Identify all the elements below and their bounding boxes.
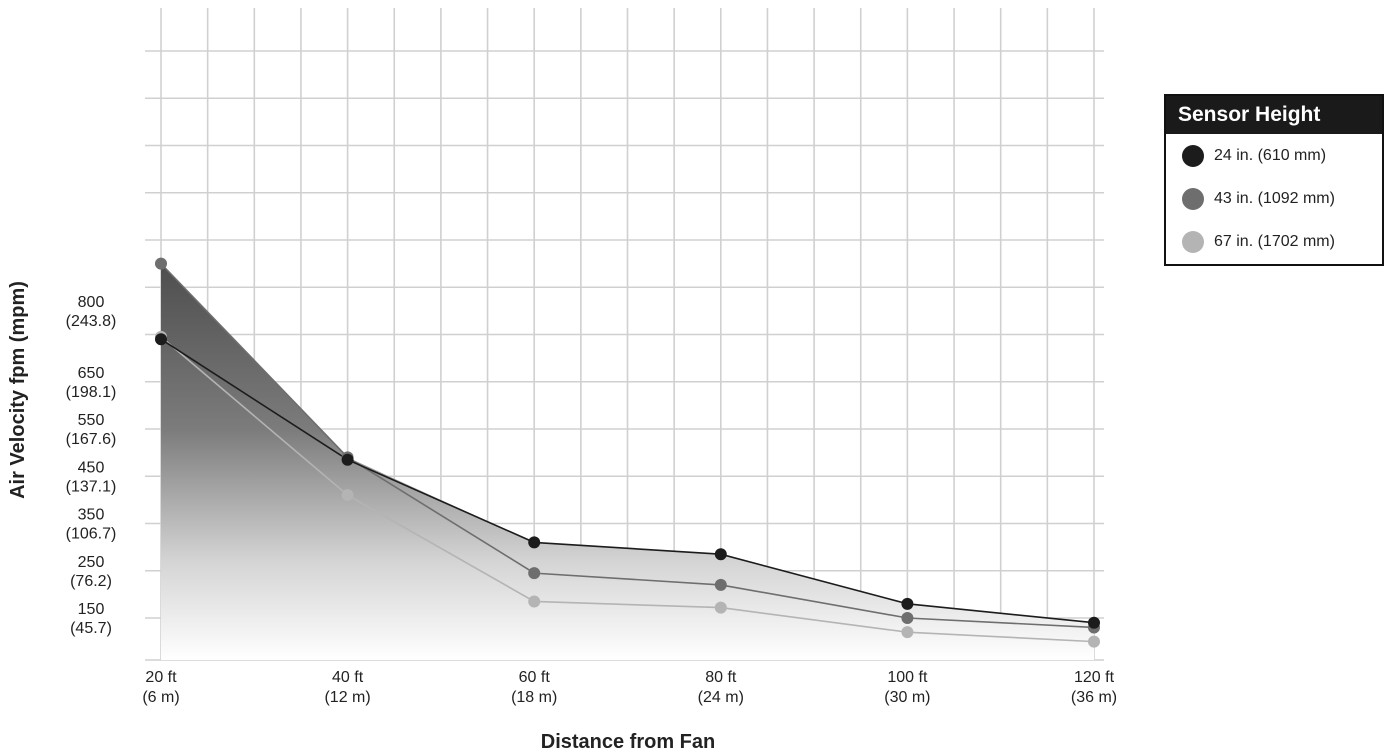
area-envelope bbox=[161, 263, 1094, 660]
data-point-series-0 bbox=[155, 333, 167, 346]
legend-title: Sensor Height bbox=[1166, 96, 1382, 134]
data-point-series-0 bbox=[341, 453, 354, 466]
legend-label-24in: 24 in. (610 mm) bbox=[1214, 146, 1327, 164]
y-tick-label-mpm: (106.7) bbox=[66, 526, 117, 543]
x-tick-label-m: (6 m) bbox=[142, 689, 179, 706]
data-point-series-1 bbox=[528, 567, 541, 580]
x-tick-label-ft: 20 ft bbox=[145, 669, 177, 686]
y-tick-label-mpm: (76.2) bbox=[70, 573, 112, 590]
x-tick-label-ft: 120 ft bbox=[1074, 669, 1115, 686]
data-point-series-2 bbox=[1088, 635, 1100, 648]
series-line-2 bbox=[160, 336, 1095, 643]
area-fill bbox=[161, 263, 1094, 660]
y-tick-label-mpm: (198.1) bbox=[66, 384, 117, 401]
series-points bbox=[155, 257, 1100, 648]
y-tick-label-fpm: 250 bbox=[78, 554, 105, 571]
data-point-series-1 bbox=[901, 612, 914, 624]
legend-item-43in: 43 in. (1092 mm) bbox=[1166, 177, 1382, 220]
legend: Sensor Height 24 in. (610 mm) 43 in. (10… bbox=[1164, 94, 1384, 266]
legend-label-67in: 67 in. (1702 mm) bbox=[1214, 232, 1335, 250]
y-tick-label-fpm: 350 bbox=[78, 507, 105, 524]
legend-swatch-43in bbox=[1182, 187, 1204, 210]
series-line-1 bbox=[160, 263, 1095, 629]
y-tick-label-fpm: 550 bbox=[78, 412, 105, 429]
legend-item-24in: 24 in. (610 mm) bbox=[1166, 134, 1382, 177]
data-point-series-0 bbox=[1088, 616, 1100, 629]
x-tick-label-m: (30 m) bbox=[884, 689, 930, 706]
y-tick-label-mpm: (137.1) bbox=[66, 478, 117, 495]
grid bbox=[145, 8, 1104, 661]
data-point-series-2 bbox=[714, 601, 727, 614]
data-point-series-0 bbox=[528, 536, 541, 549]
data-point-series-2 bbox=[528, 595, 541, 608]
x-tick-label-ft: 60 ft bbox=[519, 669, 551, 686]
y-tick-label-mpm: (45.7) bbox=[70, 620, 112, 637]
x-tick-label-ft: 100 ft bbox=[887, 669, 928, 686]
legend-item-67in: 67 in. (1702 mm) bbox=[1166, 220, 1382, 263]
y-axis-ticks: 150 (45.7) 250 (76.2) 350 (106.7) 450 (137.1) 55… bbox=[66, 294, 117, 637]
legend-swatch-24in bbox=[1182, 144, 1204, 167]
series-lines bbox=[160, 263, 1095, 643]
legend-label-43in: 43 in. (1092 mm) bbox=[1214, 189, 1335, 207]
x-tick-label-m: (18 m) bbox=[511, 689, 557, 706]
data-point-series-2 bbox=[341, 489, 354, 502]
data-point-series-1 bbox=[714, 578, 727, 591]
y-tick-label-fpm: 650 bbox=[78, 365, 105, 382]
data-point-series-1 bbox=[155, 257, 167, 270]
series-line-0 bbox=[160, 338, 1095, 624]
y-tick-label-fpm: 800 bbox=[78, 294, 105, 311]
y-tick-label-fpm: 450 bbox=[78, 459, 105, 476]
data-point-series-0 bbox=[901, 597, 914, 610]
y-tick-label-fpm: 150 bbox=[78, 601, 105, 618]
data-point-series-0 bbox=[714, 548, 727, 561]
x-axis-ticks: 20 ft (6 m) 40 ft (12 m) 60 ft (18 m) 80 ft (24… bbox=[142, 669, 1117, 706]
y-axis-title: Air Velocity fpm (mpm) bbox=[7, 281, 29, 499]
y-tick-label-mpm: (243.8) bbox=[66, 313, 117, 330]
x-tick-label-ft: 40 ft bbox=[332, 669, 364, 686]
x-tick-label-ft: 80 ft bbox=[705, 669, 737, 686]
legend-swatch-67in bbox=[1182, 230, 1204, 253]
x-tick-label-m: (24 m) bbox=[698, 689, 744, 706]
data-point-series-2 bbox=[901, 626, 914, 639]
x-tick-label-m: (36 m) bbox=[1071, 689, 1117, 706]
y-tick-label-mpm: (167.6) bbox=[66, 431, 117, 448]
x-axis-title: Distance from Fan bbox=[541, 731, 715, 753]
x-tick-label-m: (12 m) bbox=[324, 689, 370, 706]
